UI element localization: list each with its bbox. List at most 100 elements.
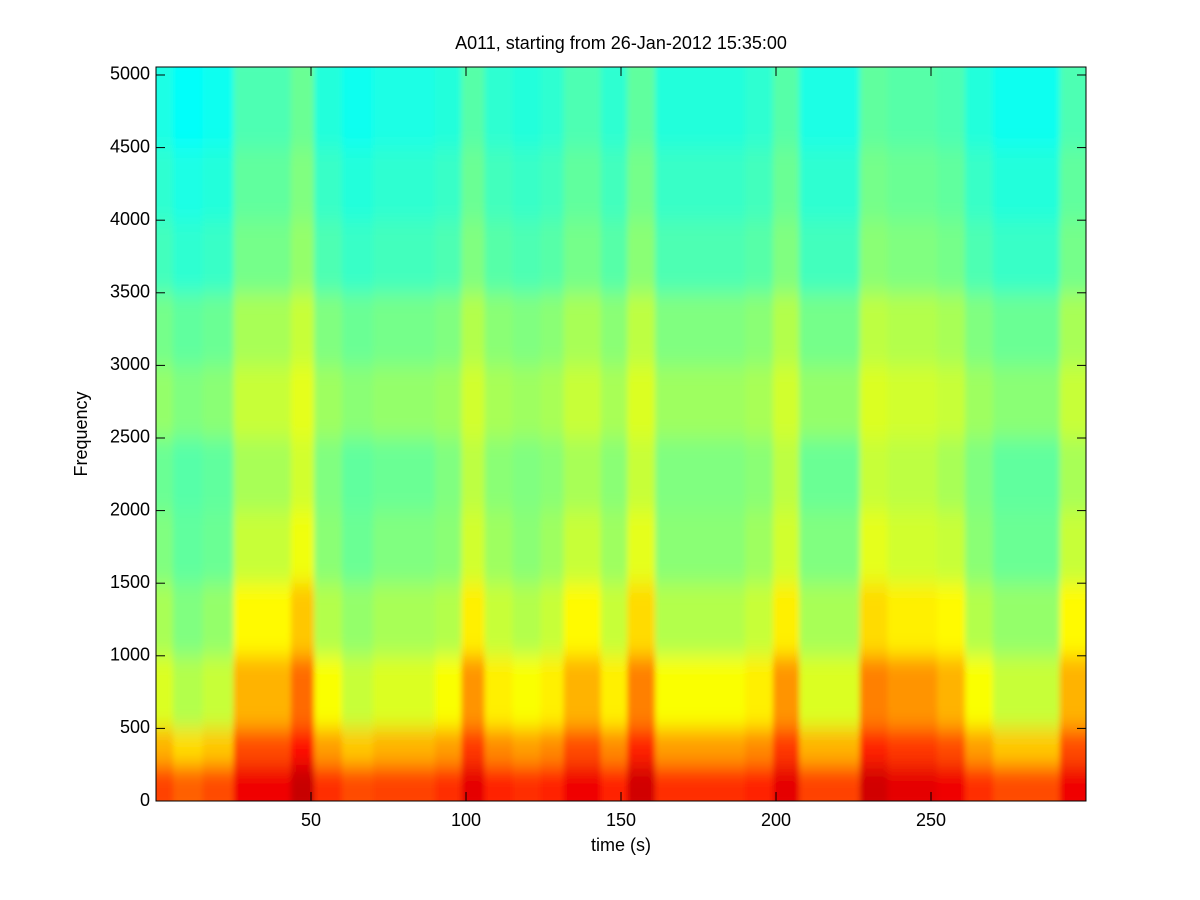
plot-area xyxy=(156,67,1086,801)
heatmap-cell xyxy=(540,510,565,584)
heatmap-cell xyxy=(828,220,861,294)
heatmap-cell xyxy=(1059,764,1086,801)
heatmap-cell xyxy=(461,74,486,149)
heatmap-cell xyxy=(173,67,203,76)
heatmap-cell xyxy=(828,437,861,512)
heatmap-cell xyxy=(435,728,462,766)
heatmap-cell xyxy=(173,764,203,801)
heatmap-cell xyxy=(314,220,343,294)
heatmap-cell xyxy=(745,74,774,149)
heatmap-cell xyxy=(173,655,203,729)
heatmap-cell xyxy=(1059,74,1086,149)
heatmap-cell xyxy=(799,292,830,366)
heatmap-cell xyxy=(404,147,436,221)
heatmap-cell xyxy=(290,583,315,657)
heatmap-cell xyxy=(799,437,830,512)
heatmap-cell xyxy=(461,292,486,366)
heatmap-cell xyxy=(714,67,746,76)
heatmap-cell xyxy=(435,583,462,657)
heatmap-cell xyxy=(627,728,656,766)
heatmap-cell xyxy=(799,728,830,766)
heatmap-cell xyxy=(314,365,343,439)
heatmap-cell xyxy=(540,292,565,366)
heatmap-cell xyxy=(772,583,800,657)
x-tick-label: 100 xyxy=(451,810,481,830)
y-tick-label: 1000 xyxy=(110,645,150,665)
heatmap-cell xyxy=(627,764,656,801)
heatmap-cell xyxy=(173,220,203,294)
heatmap-cell xyxy=(173,147,203,221)
heatmap-cell xyxy=(582,74,602,149)
heatmap-cell xyxy=(887,220,912,294)
heatmap-cell xyxy=(627,74,656,149)
heatmap-cell xyxy=(937,220,966,294)
y-tick-label: 4000 xyxy=(110,209,150,229)
heatmap-cell xyxy=(512,147,541,221)
heatmap-cell xyxy=(937,292,966,366)
heatmap-cell xyxy=(342,292,374,366)
heatmap-cell xyxy=(683,67,715,76)
heatmap-cell xyxy=(993,437,1025,512)
heatmap-cell xyxy=(627,655,656,729)
heatmap-cell xyxy=(435,74,462,149)
heatmap-cell xyxy=(887,764,912,801)
heatmap-cell xyxy=(461,365,486,439)
heatmap-cell xyxy=(484,764,513,801)
y-tick-label: 500 xyxy=(120,717,150,737)
heatmap-cell xyxy=(563,655,583,729)
heatmap-cell xyxy=(859,655,889,729)
heatmap-cell xyxy=(600,728,628,766)
heatmap-cell xyxy=(683,292,715,366)
heatmap-cell xyxy=(342,728,374,766)
x-tick-label: 50 xyxy=(301,810,321,830)
heatmap-cell xyxy=(563,67,583,76)
heatmap-cell xyxy=(582,510,602,584)
heatmap-cell xyxy=(683,437,715,512)
heatmap-cell xyxy=(683,220,715,294)
heatmap-cell xyxy=(772,67,800,76)
heatmap-cell xyxy=(714,728,746,766)
heatmap-cell xyxy=(563,365,583,439)
heatmap-cell xyxy=(714,583,746,657)
heatmap-cell xyxy=(714,74,746,149)
heatmap-cell xyxy=(910,510,938,584)
heatmap-cell xyxy=(202,292,234,366)
heatmap-cell xyxy=(373,74,405,149)
heatmap-cell xyxy=(290,74,315,149)
heatmap-cell xyxy=(314,292,343,366)
heatmap-cell xyxy=(627,583,656,657)
heatmap-cell xyxy=(233,292,265,366)
heatmap-cell xyxy=(799,220,830,294)
heatmap-cell xyxy=(937,74,966,149)
heatmap-cell xyxy=(859,583,889,657)
heatmap-cell xyxy=(859,74,889,149)
heatmap-cell xyxy=(404,292,436,366)
heatmap-cell xyxy=(772,437,800,512)
heatmap-cell xyxy=(828,292,861,366)
heatmap-cell xyxy=(582,365,602,439)
y-tick-label: 5000 xyxy=(110,64,150,84)
heatmap-cell xyxy=(461,764,486,801)
heatmap-cell xyxy=(435,292,462,366)
heatmap-cell xyxy=(745,437,774,512)
heatmap-cell xyxy=(600,147,628,221)
heatmap-cell xyxy=(540,764,565,801)
heatmap-cell xyxy=(1059,655,1086,729)
heatmap-cell xyxy=(173,365,203,439)
heatmap-cell xyxy=(342,764,374,801)
heatmap-cell xyxy=(828,655,861,729)
heatmap-cell xyxy=(772,764,800,801)
heatmap-cell xyxy=(1024,437,1061,512)
heatmap-cell xyxy=(342,220,374,294)
heatmap-cell xyxy=(627,437,656,512)
heatmap-cell xyxy=(582,437,602,512)
heatmap-cell xyxy=(484,147,513,221)
heatmap-cell xyxy=(540,67,565,76)
heatmap-cell xyxy=(373,728,405,766)
heatmap-cell xyxy=(563,510,583,584)
heatmap-cell xyxy=(314,67,343,76)
heatmap-cell xyxy=(859,365,889,439)
heatmap-cell xyxy=(799,510,830,584)
heatmap-cell xyxy=(600,583,628,657)
heatmap-cell xyxy=(1024,67,1061,76)
